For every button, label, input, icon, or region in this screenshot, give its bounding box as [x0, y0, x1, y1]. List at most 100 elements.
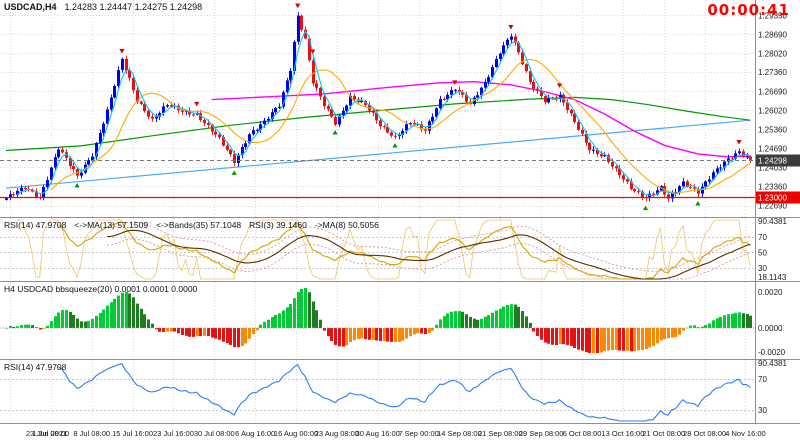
- sell-arrow-icon: [310, 49, 316, 54]
- vertical-grid: [10, 360, 746, 423]
- price-axis-label: 1.26020: [758, 106, 787, 115]
- price-axis-label: 1.29350: [758, 11, 787, 20]
- price-axis-label: 1.27360: [758, 68, 787, 77]
- candles-layer: [5, 12, 752, 203]
- price-axis-label: 1.25360: [758, 125, 787, 134]
- rsi-ma13-legend: <->MA(13) 57.1509: [74, 220, 149, 230]
- time-axis-label: 21 Sep 08:00: [478, 429, 523, 438]
- current-price-label-box: [756, 154, 800, 167]
- sell-arrow-icon: [508, 25, 514, 30]
- rsi-lower-band: [106, 238, 751, 280]
- time-axis-label: 30 Jul 08:00: [194, 429, 235, 438]
- trendline: [5, 119, 751, 189]
- time-axis-label: 7 Sep 00:00: [398, 429, 438, 438]
- current-price-label: 1.24298: [758, 157, 787, 166]
- price-axis-label: 1.24690: [758, 144, 787, 153]
- indicator-axis-label: 30: [758, 264, 767, 273]
- sell-arrow-icon: [736, 139, 742, 145]
- time-axis-label: 23 Jun 2021: [26, 429, 67, 438]
- indicator-axis-label: 18.1143: [758, 273, 787, 281]
- buy-arrow-icon: [392, 143, 398, 148]
- time-axis-label: 1 Jul 08:00: [33, 429, 70, 438]
- buy-arrow-icon: [74, 183, 80, 188]
- time-axis[interactable]: 23 Jun 2021 1 Jul 08:00 8 Jul 08:00 15 Jul …: [0, 424, 800, 442]
- indicator-axis-label: -0.0020: [758, 348, 786, 357]
- price-axis-label: 1.23360: [758, 182, 787, 191]
- time-axis-label: 14 Sep 08:00: [437, 429, 482, 438]
- sell-arrow-icon: [452, 80, 458, 85]
- indicator-axis-label: 30: [758, 406, 767, 415]
- buy-arrow-icon: [695, 201, 701, 206]
- time-axis-label: 23 Aug 08:00: [315, 429, 359, 438]
- rsi2-panel-canvas[interactable]: 90.4381 70 30: [0, 360, 800, 423]
- indicator-axis-label: 90.4381: [758, 360, 787, 368]
- main-chart-canvas[interactable]: 1.29350 1.28690 1.28020 1.27360 1.26690 1.260…: [0, 0, 800, 217]
- sell-arrow-icon: [556, 83, 563, 88]
- indicator-axis-label: 0.0020: [758, 288, 783, 297]
- indicator-axis-label: 70: [758, 375, 767, 384]
- ma-fast-line: [16, 30, 751, 197]
- squeeze-panel-legend: H4 USDCAD bbsqueeze(20) 0.0001 0.0001 0.…: [4, 284, 205, 295]
- time-axis-label: 6 Aug 16:00: [235, 429, 275, 438]
- rsi-bands-legend: <->Bands(35) 57.1048: [156, 220, 242, 230]
- signal-arrows-layer: [74, 3, 742, 211]
- rsi3-ma8-legend: ->MA(8) 50.5056: [314, 220, 379, 230]
- price-axis-label: 1.22690: [758, 202, 787, 211]
- rsi2-panel-legend: RSI(14) 47.9708: [4, 362, 74, 373]
- rsi2-line: [58, 363, 751, 422]
- time-axis-label: 4 Nov 16:00: [725, 429, 765, 438]
- price-axis: 1.29350 1.28690 1.28020 1.27360 1.26690 1.260…: [758, 11, 787, 210]
- buy-arrow-icon: [332, 130, 338, 135]
- ma-long-line: [5, 96, 751, 152]
- sell-arrow-icon: [194, 101, 200, 107]
- indicator-axis-label: 90.4381: [758, 218, 787, 226]
- price-axis-label: 1.28020: [758, 49, 787, 58]
- main-chart-panel: 1.29350 1.28690 1.28020 1.27360 1.26690 1.260…: [0, 0, 800, 218]
- hline-price-label: 1.23000: [758, 194, 787, 203]
- rsi-indicator-panel: 90.4381 70 50 30 18.1143 RSI(14) 47.9708 <->M…: [0, 218, 800, 282]
- candle-countdown-timer: 00:00:41: [707, 1, 790, 19]
- time-axis-label: 29 Sep 08:00: [519, 429, 564, 438]
- squeeze-legend-label: H4 USDCAD bbsqueeze(20) 0.0001 0.0001 0.…: [4, 284, 198, 294]
- squeeze-histogram: [5, 288, 752, 353]
- vertical-grid: [10, 0, 746, 217]
- indicator-axis-label: 0.0000: [758, 324, 783, 333]
- ma-medium-line: [50, 58, 751, 194]
- time-axis-label: 23 Jul 16:00: [153, 429, 194, 438]
- price-axis-label: 1.28690: [758, 30, 787, 39]
- time-axis-label: 30 Aug 16:00: [356, 429, 400, 438]
- indicator-axis-label: 70: [758, 233, 767, 242]
- sell-arrow-icon: [295, 3, 301, 9]
- time-axis-label: 8 Jul 08:00: [73, 429, 110, 438]
- indicator-axis-label: 50: [758, 248, 767, 257]
- time-axis-label: 16 Aug 00:00: [274, 429, 318, 438]
- time-axis-label: 13 Oct 16:00: [601, 429, 644, 438]
- rsi14-legend: RSI(14) 47.9708: [4, 220, 67, 230]
- price-axis-label: 1.26690: [758, 87, 787, 96]
- time-axis-label: 28 Oct 08:00: [683, 429, 726, 438]
- ohlc-readout: 1.24283 1.24447 1.24275 1.24298: [64, 2, 203, 12]
- time-axis-label: 21 Oct 08:00: [642, 429, 685, 438]
- buy-arrow-icon: [231, 170, 237, 175]
- rsi-upper-band: [106, 221, 751, 272]
- symbol-timeframe-label: USDCAD,H4: [4, 2, 57, 12]
- rsi-panel-legend: RSI(14) 47.9708 <->MA(13) 57.1509 <->Bands…: [4, 220, 387, 231]
- time-axis-label: 15 Jul 16:00: [112, 429, 153, 438]
- vertical-grid: [10, 282, 746, 359]
- main-chart-legend: USDCAD,H4 1.24283 1.24447 1.24275 1.24298: [4, 2, 210, 13]
- sell-arrow-icon: [119, 48, 125, 54]
- hline-price-label-box: [756, 191, 800, 204]
- time-axis-label: 6 Oct 08:00: [563, 429, 602, 438]
- rsi3-legend: RSI(3) 39.1460: [249, 220, 307, 230]
- rsi-ma-line: [106, 229, 751, 280]
- rsi2-indicator-panel: 90.4381 70 30 RSI(14) 47.9708: [0, 360, 800, 424]
- squeeze-indicator-panel: 0.0020 0.0000 -0.0020 H4 USDCAD bbsqueeze(…: [0, 282, 800, 360]
- squeeze-panel-canvas[interactable]: 0.0020 0.0000 -0.0020: [0, 282, 800, 359]
- buy-arrow-icon: [642, 205, 649, 211]
- rsi2-legend-label: RSI(14) 47.9708: [4, 362, 67, 372]
- price-axis-label: 1.24030: [758, 163, 787, 172]
- ma-slow-line: [211, 80, 751, 158]
